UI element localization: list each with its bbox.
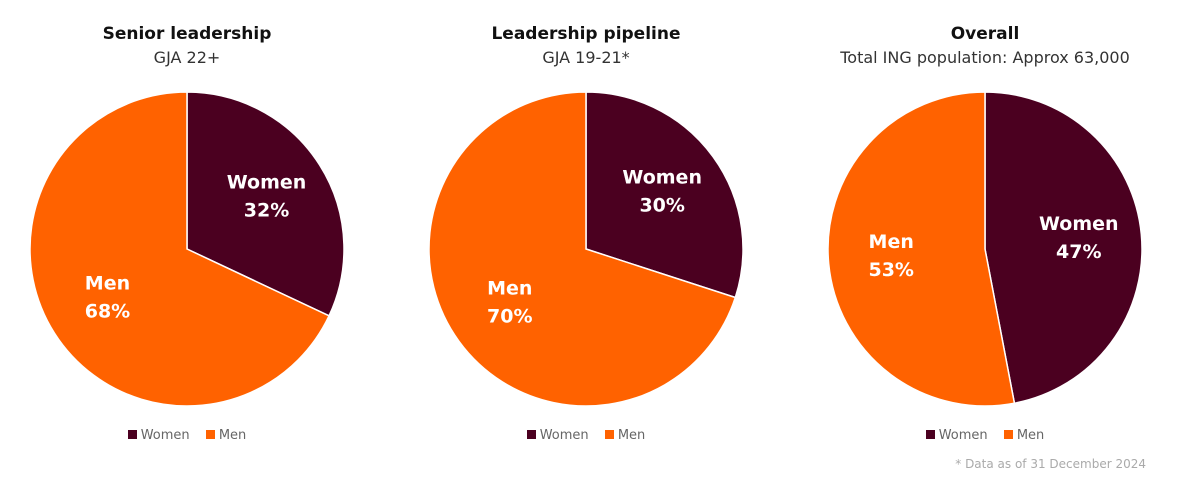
slice-value: 30% [639,195,684,217]
chart-subtitle: Total ING population: Approx 63,000 [840,48,1130,67]
pie-slice-men [428,91,737,407]
legend-label: Women [539,428,589,443]
legend-label: Women [140,428,190,443]
chart-subtitle: GJA 22+ [153,48,221,67]
chart-title: Overall [950,24,1020,44]
pie-slice-men [827,91,1016,407]
legend-label: Men [1016,428,1045,443]
legend-swatch [1003,430,1013,439]
legend-label: Men [617,428,646,443]
slice-value: 47% [1056,241,1101,263]
legend-item-women: Women [127,428,190,443]
legend-swatch [604,430,614,439]
slice-value: 68% [85,300,130,322]
legend-label: Women [938,428,988,443]
slice-label: Men [487,277,532,299]
slice-label: Men [869,231,914,253]
slice-label: Men [85,272,130,294]
footnote: * Data as of 31 December 2024 [955,457,1146,471]
legend-item-men: Men [205,428,247,443]
chart-title: Senior leadership [102,24,272,44]
pie-slice-women [186,91,345,317]
pie-chart-1: Women 32% Men 68% Senior leadership GJA 22+ … [0,0,387,483]
legend-item-women: Women [925,428,988,443]
pie-chart-3: Women 47% Men 53% Overall Total ING populati… [785,0,1185,483]
slice-label: Women [622,167,702,189]
slice-label: Women [1039,213,1119,235]
legend-label: Men [218,428,247,443]
slice-value: 32% [244,200,289,222]
chart-title: Leadership pipeline [491,24,681,44]
pie-slice-men [29,91,331,407]
legend-swatch [127,430,137,439]
legend-item-women: Women [526,428,589,443]
pie-svg: Women 30% Men 70% [428,91,744,407]
legend: Women Men [785,428,1185,443]
pie-svg: Women 47% Men 53% [827,91,1143,407]
legend-swatch [526,430,536,439]
pie-chart-2: Women 30% Men 70% Leadership pipeline GJA 19… [386,0,786,483]
slice-value: 70% [487,305,532,327]
legend: Women Men [386,428,786,443]
chart-subtitle: GJA 19-21* [542,48,630,67]
legend-item-men: Men [604,428,646,443]
pie-slice-women [984,91,1143,405]
pie-slice-women [585,91,744,299]
legend: Women Men [0,428,387,443]
pie-svg: Women 32% Men 68% [29,91,345,407]
slice-label: Women [227,172,307,194]
slice-value: 53% [868,259,913,281]
legend-item-men: Men [1003,428,1045,443]
legend-swatch [925,430,935,439]
legend-swatch [205,430,215,439]
